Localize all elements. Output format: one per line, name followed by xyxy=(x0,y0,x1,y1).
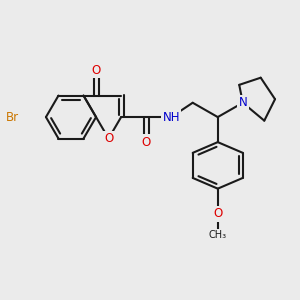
Text: CH₃: CH₃ xyxy=(209,230,227,240)
Text: O: O xyxy=(92,64,101,77)
Text: O: O xyxy=(104,132,113,145)
Text: O: O xyxy=(142,136,151,148)
Text: O: O xyxy=(213,207,222,220)
Text: NH: NH xyxy=(163,111,180,124)
Text: N: N xyxy=(238,96,247,109)
Text: Br: Br xyxy=(6,111,19,124)
